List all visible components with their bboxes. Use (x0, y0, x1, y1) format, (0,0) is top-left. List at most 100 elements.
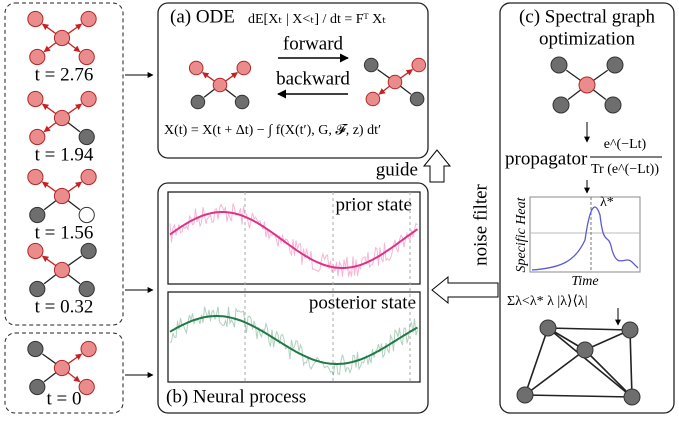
edge (68, 256, 81, 266)
node (28, 243, 43, 258)
time-label: t = 1.94 (35, 144, 94, 165)
edge (68, 104, 81, 114)
edge (68, 182, 81, 192)
edge (226, 73, 238, 82)
node (54, 110, 69, 125)
node (28, 341, 43, 356)
prior-label: prior state (335, 194, 412, 215)
node (553, 97, 569, 113)
node (81, 243, 96, 258)
edge (548, 328, 630, 330)
edge (44, 43, 56, 52)
node (605, 97, 621, 113)
node (30, 129, 45, 144)
time-label: t = 0 (47, 388, 82, 409)
edge (42, 354, 55, 364)
edge (593, 90, 606, 100)
node (30, 49, 45, 64)
node (28, 169, 43, 184)
node (237, 61, 251, 75)
node (213, 78, 227, 92)
formula-denominator: Tr (e^(−Lt)) (591, 162, 659, 177)
edge (568, 90, 581, 100)
edge (68, 275, 80, 284)
formula-numerator: e^(−Lt) (604, 137, 647, 152)
edge (44, 373, 56, 382)
posterior-label: posterior state (309, 292, 416, 313)
noise-filter-arrow (432, 277, 498, 303)
node (366, 92, 380, 106)
node (579, 77, 595, 93)
node (30, 281, 45, 296)
edge (68, 43, 80, 52)
edge (525, 350, 585, 395)
node (79, 129, 94, 144)
edge (68, 201, 80, 210)
node (28, 11, 43, 26)
node (54, 30, 69, 45)
sum-formula: Σλ<λ* λ |λ⟩⟨λ| (507, 294, 588, 309)
node (622, 322, 638, 338)
edge (525, 395, 632, 397)
node (364, 58, 378, 72)
node (79, 207, 94, 222)
edge (42, 24, 55, 34)
edge (203, 73, 215, 82)
edge (566, 70, 580, 80)
edge (225, 89, 236, 97)
time-label: t = 1.56 (35, 222, 94, 243)
edge (525, 328, 548, 395)
edge (594, 70, 608, 80)
edge (68, 373, 80, 382)
node (191, 95, 205, 109)
edge (585, 350, 632, 397)
node (235, 95, 249, 109)
edge (44, 201, 56, 210)
edge (44, 123, 56, 132)
signal (170, 316, 418, 364)
node (79, 49, 94, 64)
guide-label: guide (376, 159, 418, 180)
propagator-label: propagator (505, 148, 588, 169)
figure: (a) ODE dE[Xₜ | X<ₜ] / dt = Fᵀ Xₜ forwar… (0, 0, 679, 419)
panel-b-title: (b) Neural process (166, 386, 306, 407)
integral-equation: X(t) = X(t + Δt) − ∫ f(X(t′), G, 𝓕, z) d… (164, 123, 381, 138)
noise-filter-label: noise filter (470, 183, 491, 265)
node (607, 57, 623, 73)
node (54, 262, 69, 277)
time-label: t = 2.76 (35, 64, 94, 85)
edge (42, 104, 55, 114)
node (81, 169, 96, 184)
edge (204, 89, 215, 97)
node (412, 58, 426, 72)
node (540, 320, 556, 336)
node (551, 57, 567, 73)
edge (68, 24, 81, 34)
node (30, 207, 45, 222)
node (189, 61, 203, 75)
edge (44, 275, 56, 284)
panel-c-title: (c) Spectral graph (519, 6, 656, 27)
edge (42, 256, 55, 266)
node (81, 341, 96, 356)
node (577, 342, 593, 358)
node (81, 91, 96, 106)
node (410, 92, 424, 106)
y-axis-label: Specific Heat (514, 196, 529, 272)
ode-equation: dE[Xₜ | X<ₜ] / dt = Fᵀ Xₜ (248, 12, 386, 27)
node (54, 360, 69, 375)
panel-c-title: optimization (539, 28, 636, 49)
forward-label: forward (283, 33, 344, 54)
time-label: t = 0.32 (35, 296, 94, 317)
peak-label: λ* (600, 195, 614, 210)
node (624, 389, 640, 405)
node (79, 281, 94, 296)
edge (400, 86, 411, 94)
edge (68, 354, 81, 364)
node (30, 379, 45, 394)
node (54, 188, 69, 203)
node (517, 387, 533, 403)
edge (42, 182, 55, 192)
guide-arrow (424, 150, 450, 182)
node (28, 91, 43, 106)
